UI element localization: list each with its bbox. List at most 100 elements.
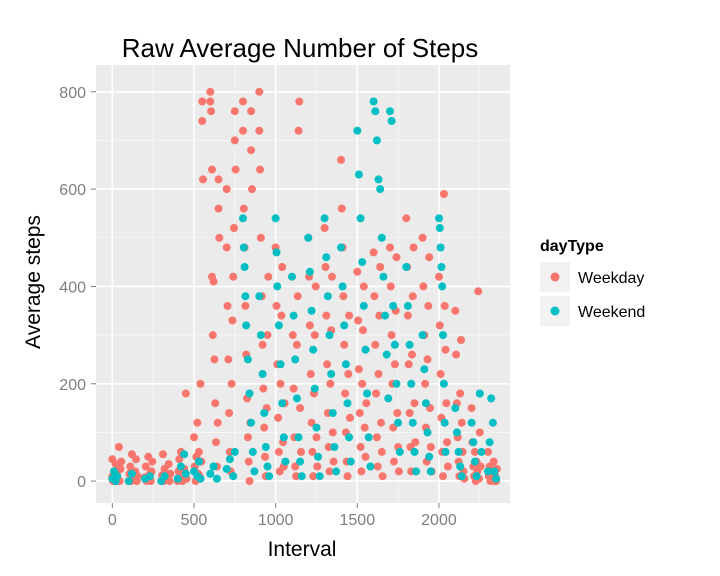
data-point-weekend <box>248 447 257 456</box>
data-point-weekday <box>419 282 428 291</box>
x-axis-ticks: 0 500 1000 1500 2000 <box>108 503 457 529</box>
data-point-weekday <box>390 360 399 369</box>
data-point-weekday <box>175 455 184 464</box>
data-point-weekday <box>132 455 140 464</box>
data-point-weekend <box>288 272 296 281</box>
data-point-weekend <box>181 469 190 478</box>
data-point-weekday <box>475 428 484 437</box>
data-point-weekend <box>297 472 306 481</box>
data-point-weekend <box>384 394 393 403</box>
data-point-weekday <box>199 175 207 184</box>
y-tick-label: 800 <box>59 85 86 102</box>
data-point-weekday <box>328 272 336 281</box>
data-point-weekend <box>258 370 267 378</box>
data-point-weekend <box>425 452 434 461</box>
data-point-weekday <box>207 107 216 116</box>
points-layer <box>108 87 501 486</box>
data-point-weekday <box>439 190 448 198</box>
data-point-weekday <box>376 263 385 271</box>
data-point-weekend <box>343 399 352 408</box>
data-point-weekend <box>386 107 394 116</box>
data-point-weekday <box>440 301 449 310</box>
data-point-weekday <box>476 462 485 471</box>
data-point-weekday <box>239 97 247 106</box>
data-point-weekend <box>239 243 248 252</box>
data-point-weekday <box>210 355 219 364</box>
x-axis-title: Interval <box>268 538 337 561</box>
data-point-weekday <box>312 433 321 442</box>
data-point-weekday <box>247 107 256 116</box>
data-point-weekend <box>124 477 133 486</box>
data-point-weekend <box>312 423 321 432</box>
data-point-weekday <box>361 452 370 461</box>
data-point-weekday <box>255 87 264 96</box>
data-point-weekend <box>376 185 385 194</box>
data-point-weekday <box>255 126 264 135</box>
data-point-weekend <box>247 418 256 427</box>
data-point-weekend <box>487 394 496 403</box>
data-point-weekend <box>485 438 494 447</box>
data-point-weekend <box>426 467 435 476</box>
data-point-weekday <box>337 155 345 164</box>
data-point-weekday <box>373 462 382 471</box>
series-weekend <box>108 97 501 486</box>
data-point-weekday <box>409 243 418 252</box>
data-point-weekend <box>377 233 386 242</box>
legend-label-weekday: Weekday <box>578 270 644 287</box>
data-point-weekday <box>164 460 173 469</box>
data-point-weekend <box>328 409 337 417</box>
data-point-weekday <box>288 331 297 340</box>
data-point-weekday <box>215 233 224 242</box>
data-point-weekday <box>341 389 350 398</box>
data-point-weekday <box>117 457 126 466</box>
data-point-weekend <box>394 418 403 427</box>
data-point-weekday <box>408 292 417 301</box>
data-point-weekday <box>467 404 476 413</box>
data-point-weekday <box>264 272 273 281</box>
data-point-weekend <box>276 360 285 369</box>
data-point-weekday <box>206 97 215 106</box>
data-point-weekend <box>345 433 354 442</box>
data-point-weekend <box>291 355 300 364</box>
data-point-weekend <box>263 462 272 471</box>
data-point-weekend <box>435 224 444 232</box>
data-point-weekday <box>345 311 354 320</box>
data-point-weekday <box>411 438 420 447</box>
data-point-weekday <box>410 399 419 408</box>
data-point-weekday <box>389 423 398 432</box>
data-point-weekend <box>410 447 419 456</box>
data-point-weekday <box>297 447 305 456</box>
data-point-weekday <box>452 350 461 359</box>
data-point-weekday <box>321 263 330 271</box>
data-point-weekend <box>323 292 332 301</box>
data-point-weekend <box>387 117 396 125</box>
data-point-weekday <box>443 462 452 471</box>
data-point-weekday <box>375 311 384 320</box>
data-point-weekend <box>325 331 334 340</box>
data-point-weekend <box>392 379 401 388</box>
data-point-weekend <box>441 447 450 456</box>
data-point-weekend <box>206 469 215 478</box>
data-point-weekend <box>337 243 345 252</box>
data-point-weekend <box>366 462 375 471</box>
data-point-weekday <box>222 185 231 194</box>
data-point-weekend <box>372 136 381 145</box>
data-point-weekend <box>421 399 430 408</box>
data-point-weekday <box>404 360 413 369</box>
data-point-weekday <box>258 340 267 349</box>
data-point-weekend <box>374 175 383 184</box>
data-point-weekday <box>441 345 450 354</box>
data-point-weekday <box>224 355 233 364</box>
data-point-weekday <box>344 370 353 378</box>
data-point-weekday <box>244 457 253 466</box>
data-point-weekday <box>356 443 365 451</box>
data-point-weekend <box>356 214 365 223</box>
data-point-weekend <box>225 455 234 464</box>
data-point-weekday <box>408 350 416 359</box>
data-point-weekend <box>332 467 341 476</box>
data-point-weekend <box>272 248 281 257</box>
data-point-weekend <box>265 472 274 481</box>
data-point-weekend <box>245 389 254 398</box>
data-point-weekday <box>198 97 207 106</box>
